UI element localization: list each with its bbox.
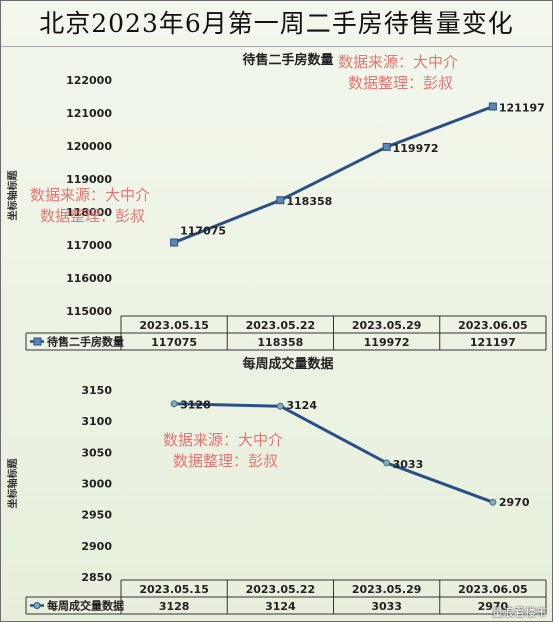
- y-tick-label: 2850: [81, 571, 112, 584]
- watermark-line1: 数据来源：大中介: [30, 186, 151, 204]
- table-value-cell: 119972: [364, 336, 410, 349]
- data-label: 119972: [393, 142, 439, 155]
- table-category-cell: 2023.06.05: [458, 583, 528, 596]
- data-point: [170, 400, 178, 408]
- table-category-cell: 2023.06.05: [458, 319, 528, 332]
- watermark-line2: 数据整理：彭叔: [173, 452, 279, 470]
- watermark-line2: 数据整理：彭叔: [348, 74, 454, 92]
- y-tick-label: 115000: [66, 305, 112, 318]
- data-label: 2970: [499, 496, 530, 509]
- source-credit: 量浪看楼市: [492, 606, 547, 619]
- y-tick-label: 119000: [66, 173, 112, 186]
- main-title: 北京2023年6月第一周二手房待售量变化: [39, 9, 514, 38]
- table-value-cell: 3124: [265, 600, 296, 613]
- data-point: [488, 102, 497, 111]
- table-value-cell: 3033: [371, 600, 402, 613]
- watermark-line1: 数据来源：大中介: [163, 431, 284, 449]
- data-label: 121197: [499, 101, 545, 114]
- data-label: 3033: [393, 458, 424, 471]
- table-category-cell: 2023.05.29: [352, 583, 422, 596]
- data-label: 3128: [180, 399, 211, 412]
- table-value-cell: 117075: [151, 336, 197, 349]
- watermark-top-right: 数据来源：大中介 数据整理：彭叔: [338, 52, 458, 94]
- table-value-cell: 121197: [470, 336, 516, 349]
- table-category-cell: 2023.05.22: [246, 583, 316, 596]
- data-label: 3124: [286, 399, 317, 412]
- legend-marker: [33, 337, 42, 346]
- y-tick-label: 3150: [81, 384, 112, 397]
- data-point: [489, 498, 497, 506]
- data-point: [276, 196, 285, 205]
- data-point: [170, 238, 179, 247]
- data-point: [383, 459, 391, 467]
- y-tick-label: 3100: [81, 415, 112, 428]
- legend-marker: [33, 602, 41, 609]
- y-tick-label: 122000: [66, 74, 112, 87]
- chart-title: 待售二手房数量: [241, 52, 333, 68]
- y-tick-label: 116000: [66, 272, 112, 285]
- series-line: [173, 105, 494, 244]
- legend-label: 待售二手房数量: [46, 335, 124, 349]
- table-value-cell: 3128: [159, 600, 190, 613]
- y-axis-title: 坐标轴标题: [6, 170, 19, 221]
- y-tick-label: 117000: [66, 239, 112, 252]
- table-value-cell: 118358: [257, 336, 303, 349]
- table-category-cell: 2023.05.15: [139, 583, 209, 596]
- data-label: 118358: [286, 195, 332, 208]
- y-tick-label: 120000: [66, 140, 112, 153]
- table-category-cell: 2023.05.22: [246, 319, 316, 332]
- watermark-line1: 数据来源：大中介: [338, 53, 459, 71]
- y-tick-label: 118000: [66, 206, 112, 219]
- legend-label: 每周成交量数据: [47, 599, 124, 613]
- data-point: [276, 402, 284, 410]
- chart-title: 每周成交量数据: [242, 356, 333, 372]
- watermark-line2: 数据整理：彭叔: [40, 207, 146, 225]
- data-point: [382, 142, 391, 151]
- y-tick-label: 121000: [66, 107, 112, 120]
- table-category-cell: 2023.05.15: [139, 319, 209, 332]
- watermark-left: 数据来源：大中介 数据整理：彭叔: [30, 185, 150, 227]
- y-tick-label: 2950: [81, 509, 112, 522]
- watermark-bottom: 数据来源：大中介 数据整理：彭叔: [163, 430, 283, 472]
- table-category-cell: 2023.05.29: [352, 319, 422, 332]
- y-tick-label: 2900: [81, 540, 112, 553]
- y-axis-title: 坐标轴标题: [6, 458, 19, 509]
- y-tick-label: 3000: [81, 478, 112, 491]
- table-value-cell: 2970: [478, 600, 509, 613]
- y-tick-label: 3050: [81, 446, 112, 459]
- title-divider: [1, 46, 552, 47]
- series-line: [174, 402, 494, 504]
- data-label: 117075: [180, 225, 226, 238]
